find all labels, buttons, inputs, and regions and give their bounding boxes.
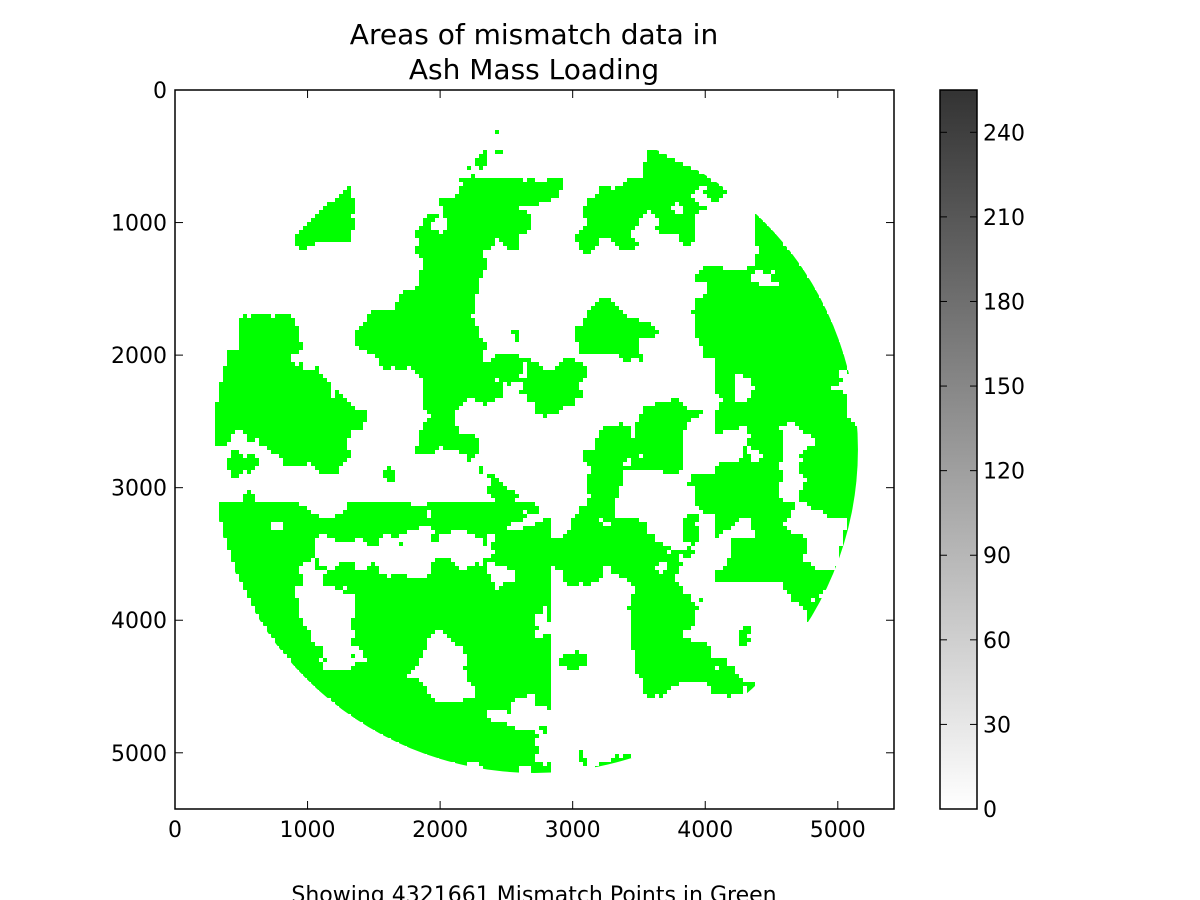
colorbar-tick-label: 150 — [983, 375, 1025, 400]
mismatch-region — [215, 130, 858, 773]
x-tick-label: 2000 — [412, 818, 468, 843]
mismatch-caption: Showing 4321661 Mismatch Points in Green — [291, 883, 776, 900]
x-tick-label: 1000 — [280, 818, 336, 843]
chart-title-line-2: Ash Mass Loading — [409, 53, 659, 86]
mismatch-pixels — [215, 130, 858, 773]
colorbar-tick-label: 90 — [983, 544, 1011, 569]
y-tick-label: 0 — [153, 79, 167, 104]
y-tick-label: 4000 — [111, 609, 167, 634]
y-tick-label: 1000 — [111, 212, 167, 237]
y-tick-label: 5000 — [111, 742, 167, 767]
colorbar-tick-label: 240 — [983, 121, 1025, 146]
chart-title-line-1: Areas of mismatch data in — [350, 18, 718, 51]
x-tick-label: 4000 — [677, 818, 733, 843]
colorbar-tick-label: 0 — [983, 798, 997, 823]
y-tick-label: 3000 — [111, 477, 167, 502]
x-axis: 0 1000 2000 3000 4000 5000 — [168, 90, 866, 843]
colorbar — [939, 89, 978, 810]
colorbar-tick-label: 210 — [983, 206, 1025, 231]
y-axis: 0 1000 2000 3000 4000 5000 — [111, 79, 894, 767]
x-tick-label: 0 — [168, 818, 182, 843]
x-tick-label: 3000 — [545, 818, 601, 843]
x-tick-label: 5000 — [810, 818, 866, 843]
plot-frame — [174, 89, 895, 810]
colorbar-axis: 0 30 60 90 120 150 180 210 240 — [940, 121, 1025, 823]
colorbar-tick-label: 60 — [983, 629, 1011, 654]
mismatch-map — [215, 130, 858, 773]
colorbar-tick-label: 120 — [983, 460, 1025, 485]
colorbar-tick-label: 30 — [983, 713, 1011, 738]
y-tick-label: 2000 — [111, 344, 167, 369]
colorbar-tick-label: 180 — [983, 290, 1025, 315]
